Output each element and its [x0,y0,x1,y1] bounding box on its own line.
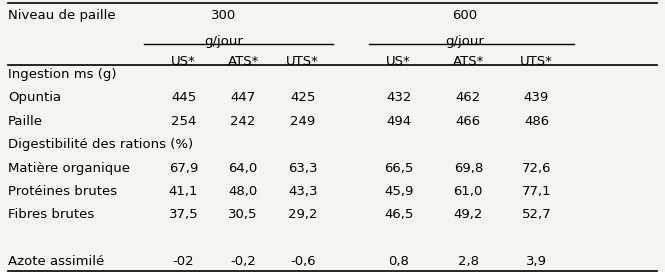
Text: 49,2: 49,2 [454,208,483,221]
Text: 0,8: 0,8 [388,255,409,268]
Text: 462: 462 [456,91,481,104]
Text: 66,5: 66,5 [384,162,414,175]
Text: Niveau de paille: Niveau de paille [8,9,116,22]
Text: 63,3: 63,3 [288,162,317,175]
Text: Digestibilité des rations (%): Digestibilité des rations (%) [8,138,193,151]
Text: 249: 249 [290,115,315,128]
Text: 64,0: 64,0 [229,162,258,175]
Text: 466: 466 [456,115,481,128]
Text: UTS*: UTS* [520,55,553,68]
Text: 72,6: 72,6 [522,162,551,175]
Text: 48,0: 48,0 [229,185,258,198]
Text: 300: 300 [211,9,236,22]
Text: 425: 425 [290,91,315,104]
Text: 254: 254 [171,115,196,128]
Text: -0,6: -0,6 [290,255,315,268]
Text: 445: 445 [171,91,196,104]
Text: Ingestion ms (g): Ingestion ms (g) [8,68,116,81]
Text: 37,5: 37,5 [169,208,198,221]
Text: 29,2: 29,2 [288,208,317,221]
Text: UTS*: UTS* [286,55,319,68]
Text: -0,2: -0,2 [230,255,256,268]
Text: 3,9: 3,9 [526,255,547,268]
Text: 77,1: 77,1 [521,185,551,198]
Text: Opuntia: Opuntia [8,91,61,104]
Text: US*: US* [171,55,196,68]
Text: 242: 242 [230,115,256,128]
Text: 67,9: 67,9 [169,162,198,175]
Text: 30,5: 30,5 [228,208,258,221]
Text: Paille: Paille [8,115,43,128]
Text: 41,1: 41,1 [169,185,198,198]
Text: g/jour: g/jour [446,35,484,48]
Text: Fibres brutes: Fibres brutes [8,208,94,221]
Text: Protéines brutes: Protéines brutes [8,185,117,198]
Text: ATS*: ATS* [227,55,259,68]
Text: 46,5: 46,5 [384,208,414,221]
Text: 43,3: 43,3 [288,185,317,198]
Text: US*: US* [386,55,411,68]
Text: 600: 600 [452,9,477,22]
Text: ATS*: ATS* [453,55,484,68]
Text: 2,8: 2,8 [458,255,479,268]
Text: Matière organique: Matière organique [8,162,130,175]
Text: g/jour: g/jour [203,35,243,48]
Text: 432: 432 [386,91,412,104]
Text: 45,9: 45,9 [384,185,414,198]
Text: -02: -02 [173,255,194,268]
Text: 439: 439 [524,91,549,104]
Text: Azote assimilé: Azote assimilé [8,255,104,268]
Text: 447: 447 [231,91,256,104]
Text: 486: 486 [524,115,549,128]
Text: 494: 494 [386,115,411,128]
Text: 69,8: 69,8 [454,162,483,175]
Text: 61,0: 61,0 [454,185,483,198]
Text: 52,7: 52,7 [521,208,551,221]
